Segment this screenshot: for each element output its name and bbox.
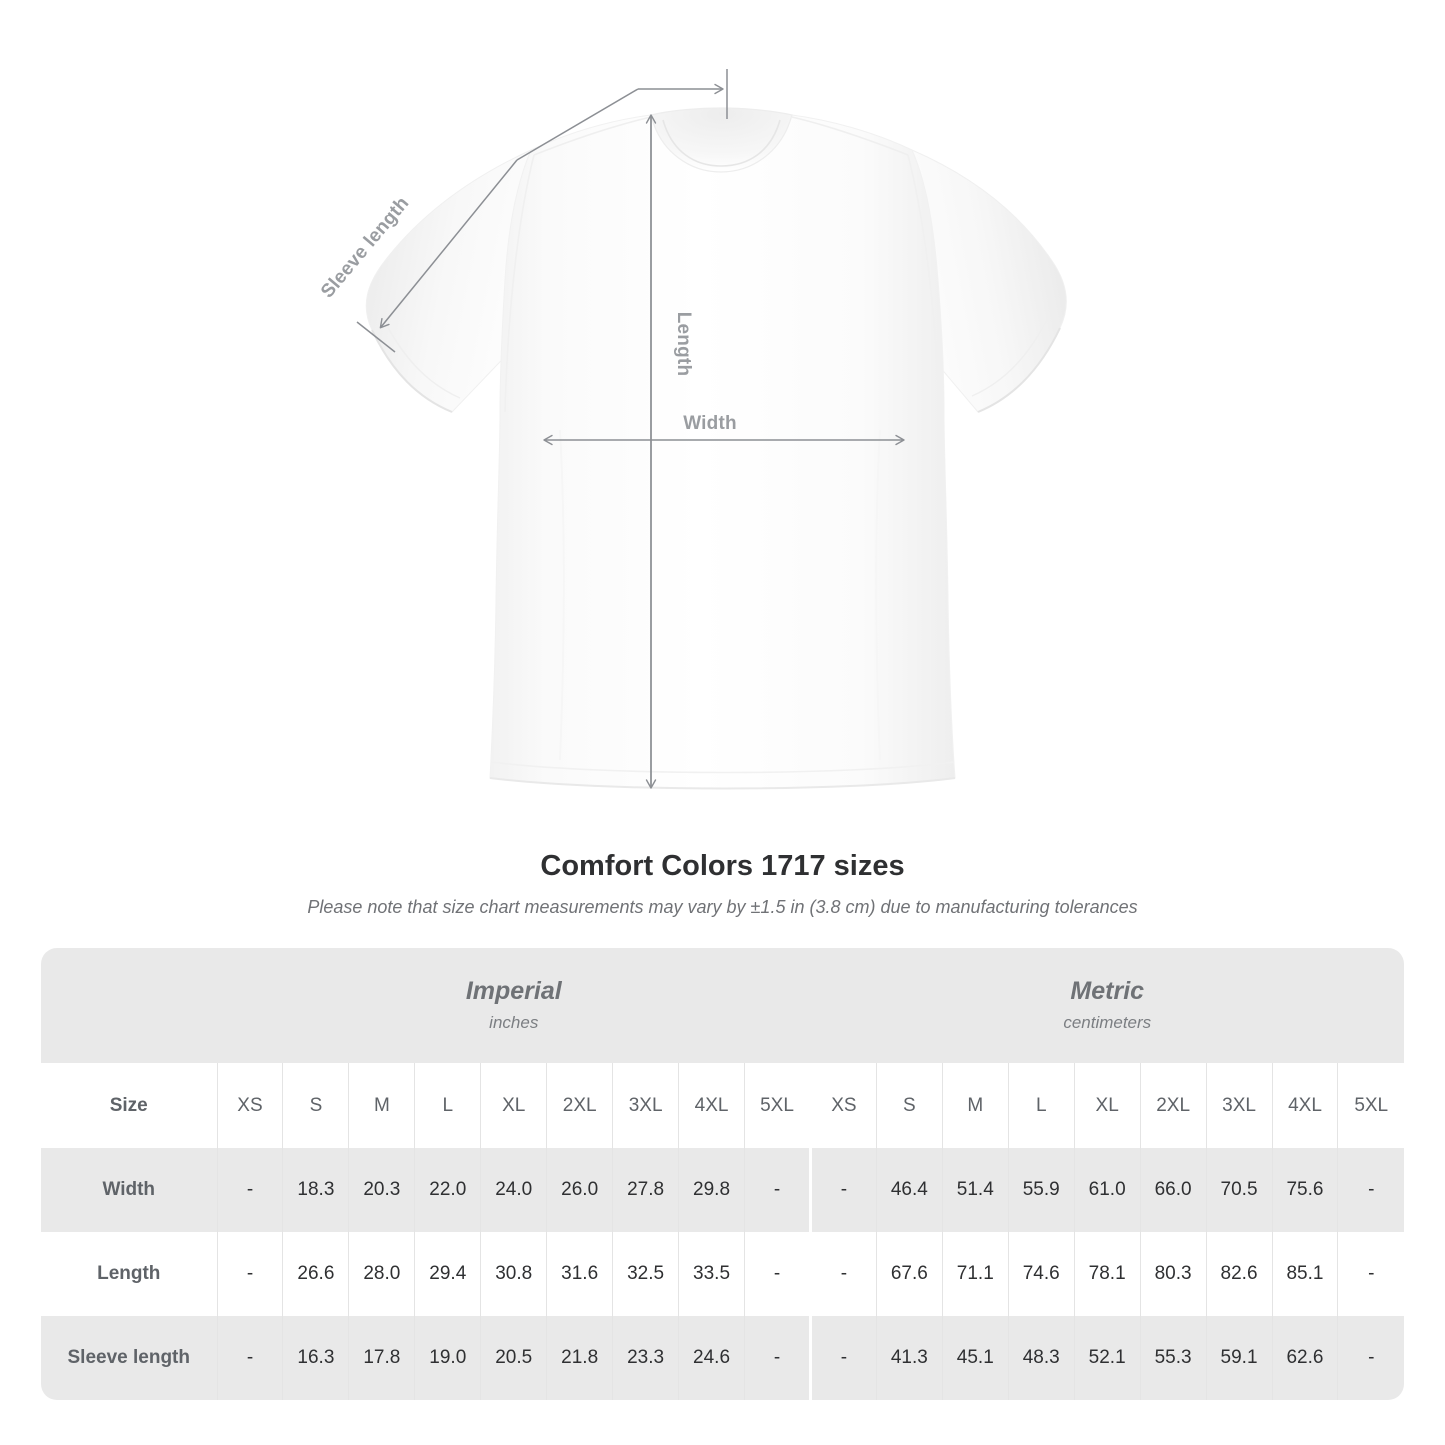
size-chart: Imperial inches Metric centimeters Size … <box>41 948 1404 1400</box>
sleeve-length-annotation <box>356 69 728 353</box>
table-row: Length -26.6 28.0 29.4 30.8 31.6 32.5 33.5- -67.… <box>41 1232 1404 1316</box>
cell-sleeve-length-metric-2xl: 55.3 <box>1139 1316 1207 1400</box>
cell-sleeve-length-imperial-l: 19.0 <box>414 1316 481 1400</box>
cell-sleeve-length-imperial-xl: 20.5 <box>480 1316 547 1400</box>
cell-width-imperial-xs: - <box>216 1148 283 1232</box>
column-header-metric-3xl: 3XL <box>1205 1063 1273 1148</box>
row-label-length: Length <box>41 1232 218 1316</box>
cell-width-metric-3xl: 70.5 <box>1205 1148 1273 1232</box>
column-header-imperial-3xl: 3XL <box>612 1063 679 1148</box>
cell-sleeve-length-imperial-m: 17.8 <box>348 1316 415 1400</box>
unit-header-spacer <box>41 948 217 1063</box>
length-label: Length <box>673 311 694 377</box>
cell-sleeve-length-metric-4xl: 62.6 <box>1271 1316 1338 1400</box>
cell-length-imperial-2xl: 31.6 <box>546 1232 613 1316</box>
cell-width-imperial-3xl: 27.8 <box>612 1148 679 1232</box>
cell-length-imperial-4xl: 33.5 <box>678 1232 745 1316</box>
cell-sleeve-length-metric-5xl: - <box>1337 1316 1404 1400</box>
column-header-imperial-5xl: 5XL <box>744 1063 811 1148</box>
row-label-sleeve-length: Sleeve length <box>41 1316 218 1400</box>
cell-width-metric-s: 46.4 <box>875 1148 943 1232</box>
unit-sub-imperial: inches <box>489 1013 539 1033</box>
cell-width-metric-5xl: - <box>1337 1148 1404 1232</box>
tshirt-measurement-diagram: Sleeve length Length Width <box>317 69 1067 790</box>
cell-length-metric-m: 71.1 <box>941 1232 1009 1316</box>
unit-name-imperial: Imperial <box>465 976 562 1005</box>
cell-length-metric-2xl: 80.3 <box>1139 1232 1207 1316</box>
cell-sleeve-length-metric-m: 45.1 <box>941 1316 1009 1400</box>
table-row: Width -18.3 20.3 22.0 24.0 26.0 27.8 29.8- -46.4… <box>41 1148 1404 1232</box>
cell-sleeve-length-metric-l: 48.3 <box>1007 1316 1075 1400</box>
cell-sleeve-length-metric-3xl: 59.1 <box>1205 1316 1273 1400</box>
cell-length-imperial-m: 28.0 <box>348 1232 415 1316</box>
column-header-imperial-xs: XS <box>216 1063 283 1148</box>
column-header-imperial-m: M <box>348 1063 415 1148</box>
cell-width-imperial-l: 22.0 <box>414 1148 481 1232</box>
cell-length-metric-5xl: - <box>1337 1232 1404 1316</box>
tolerance-note: Please note that size chart measurements… <box>307 897 1138 917</box>
shirt-body-shape <box>365 107 1067 790</box>
unit-header-imperial: Imperial inches <box>217 948 811 1063</box>
column-header-imperial-4xl: 4XL <box>678 1063 745 1148</box>
cell-length-metric-xs: - <box>808 1232 877 1316</box>
column-header-imperial-l: L <box>414 1063 481 1148</box>
cell-length-metric-xl: 78.1 <box>1073 1232 1141 1316</box>
cell-length-metric-3xl: 82.6 <box>1205 1232 1273 1316</box>
cell-width-imperial-m: 20.3 <box>348 1148 415 1232</box>
width-label: Width <box>683 413 737 434</box>
table-header-row: Size XS S M L XL 2XL 3XL 4XL 5XL XS S M L XL 2XL 3XL 4XL… <box>41 1063 1404 1148</box>
column-header-size: Size <box>41 1063 218 1148</box>
column-header-metric-xl: XL <box>1073 1063 1141 1148</box>
cell-width-imperial-4xl: 29.8 <box>678 1148 745 1232</box>
cell-length-imperial-3xl: 32.5 <box>612 1232 679 1316</box>
cell-length-imperial-5xl: - <box>744 1232 811 1316</box>
cell-sleeve-length-imperial-xs: - <box>216 1316 283 1400</box>
column-header-imperial-s: S <box>282 1063 349 1148</box>
tshirt-illustration <box>356 69 1067 790</box>
cell-length-metric-4xl: 85.1 <box>1271 1232 1338 1316</box>
cell-width-metric-xs: - <box>808 1148 877 1232</box>
cell-length-imperial-xl: 30.8 <box>480 1232 547 1316</box>
column-header-imperial-xl: XL <box>480 1063 547 1148</box>
cell-width-metric-l: 55.9 <box>1007 1148 1075 1232</box>
unit-system-header: Imperial inches Metric centimeters <box>41 948 1404 1063</box>
cell-length-metric-s: 67.6 <box>875 1232 943 1316</box>
unit-header-metric: Metric centimeters <box>811 948 1405 1063</box>
cell-sleeve-length-metric-s: 41.3 <box>875 1316 943 1400</box>
column-header-metric-2xl: 2XL <box>1139 1063 1207 1148</box>
column-header-metric-s: S <box>875 1063 943 1148</box>
unit-sub-metric: centimeters <box>1063 1013 1152 1033</box>
cell-width-imperial-s: 18.3 <box>282 1148 349 1232</box>
column-header-metric-5xl: 5XL <box>1337 1063 1404 1148</box>
cell-sleeve-length-metric-xl: 52.1 <box>1073 1316 1141 1400</box>
cell-sleeve-length-imperial-2xl: 21.8 <box>546 1316 613 1400</box>
page-title: Comfort Colors 1717 sizes <box>540 850 905 882</box>
cell-length-imperial-l: 29.4 <box>414 1232 481 1316</box>
cell-length-imperial-xs: - <box>216 1232 283 1316</box>
column-header-metric-m: M <box>941 1063 1009 1148</box>
cell-sleeve-length-imperial-s: 16.3 <box>282 1316 349 1400</box>
cell-length-imperial-s: 26.6 <box>282 1232 349 1316</box>
cell-width-imperial-xl: 24.0 <box>480 1148 547 1232</box>
cell-length-metric-l: 74.6 <box>1007 1232 1075 1316</box>
column-header-metric-4xl: 4XL <box>1271 1063 1338 1148</box>
unit-name-metric: Metric <box>1070 976 1145 1005</box>
column-header-metric-l: L <box>1007 1063 1075 1148</box>
cell-width-metric-m: 51.4 <box>941 1148 1009 1232</box>
cell-sleeve-length-imperial-3xl: 23.3 <box>612 1316 679 1400</box>
cell-width-metric-xl: 61.0 <box>1073 1148 1141 1232</box>
cell-sleeve-length-metric-xs: - <box>808 1316 877 1400</box>
row-label-width: Width <box>41 1148 218 1232</box>
cell-sleeve-length-imperial-4xl: 24.6 <box>678 1316 745 1400</box>
table-row: Sleeve length -16.3 17.8 19.0 20.5 21.8 23.3 24… <box>41 1316 1404 1400</box>
cell-width-imperial-2xl: 26.0 <box>546 1148 613 1232</box>
cell-width-metric-2xl: 66.0 <box>1139 1148 1207 1232</box>
cell-width-metric-4xl: 75.6 <box>1271 1148 1338 1232</box>
cell-sleeve-length-imperial-5xl: - <box>744 1316 811 1400</box>
column-header-metric-xs: XS <box>808 1063 877 1148</box>
cell-width-imperial-5xl: - <box>744 1148 811 1232</box>
measurements-table: Size XS S M L XL 2XL 3XL 4XL 5XL XS S M L XL 2XL 3XL 4XL… <box>41 1063 1404 1400</box>
column-header-imperial-2xl: 2XL <box>546 1063 613 1148</box>
